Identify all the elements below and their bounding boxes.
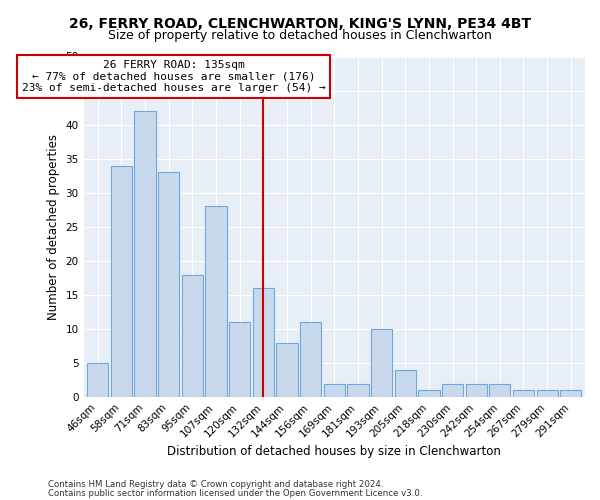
Text: Size of property relative to detached houses in Clenchwarton: Size of property relative to detached ho… <box>108 29 492 42</box>
Bar <box>277 342 298 397</box>
Bar <box>300 322 321 397</box>
Bar <box>371 329 392 397</box>
Bar <box>536 390 558 397</box>
Bar <box>395 370 416 397</box>
Y-axis label: Number of detached properties: Number of detached properties <box>47 134 60 320</box>
Bar <box>513 390 534 397</box>
Bar <box>489 384 511 397</box>
Bar <box>442 384 463 397</box>
Text: 26, FERRY ROAD, CLENCHWARTON, KING'S LYNN, PE34 4BT: 26, FERRY ROAD, CLENCHWARTON, KING'S LYN… <box>69 18 531 32</box>
Bar <box>560 390 581 397</box>
X-axis label: Distribution of detached houses by size in Clenchwarton: Distribution of detached houses by size … <box>167 444 501 458</box>
Text: Contains HM Land Registry data © Crown copyright and database right 2024.: Contains HM Land Registry data © Crown c… <box>48 480 383 489</box>
Bar <box>229 322 250 397</box>
Bar <box>253 288 274 397</box>
Bar <box>466 384 487 397</box>
Bar <box>418 390 440 397</box>
Bar <box>182 274 203 397</box>
Bar <box>158 172 179 397</box>
Bar <box>347 384 368 397</box>
Text: 26 FERRY ROAD: 135sqm
← 77% of detached houses are smaller (176)
23% of semi-det: 26 FERRY ROAD: 135sqm ← 77% of detached … <box>22 60 325 93</box>
Bar <box>111 166 132 397</box>
Bar <box>134 111 155 397</box>
Bar <box>87 363 109 397</box>
Bar <box>205 206 227 397</box>
Text: Contains public sector information licensed under the Open Government Licence v3: Contains public sector information licen… <box>48 488 422 498</box>
Bar <box>323 384 345 397</box>
